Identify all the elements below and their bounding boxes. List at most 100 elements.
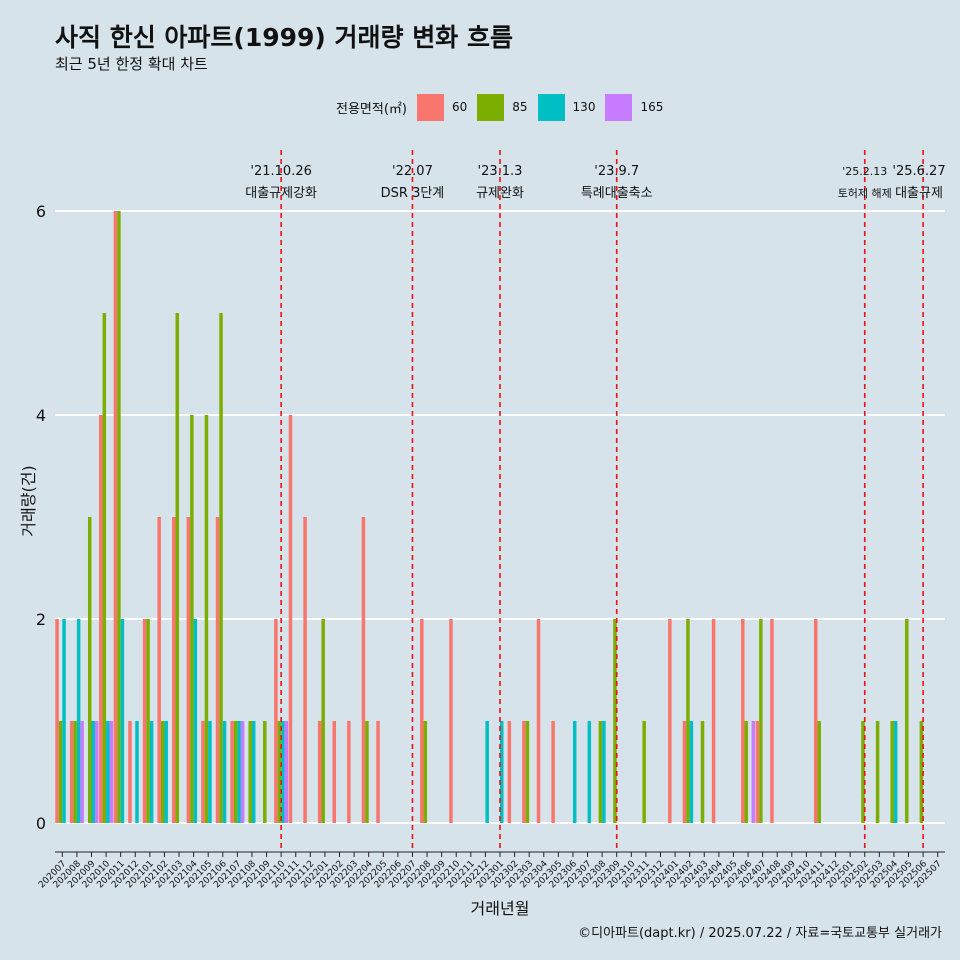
event-text-label: 특례대출축소 [581,186,653,201]
bar-60-202103 [172,517,176,823]
bar-60-202201 [317,721,322,823]
bar-85-202506 [919,721,924,823]
legend-item-85: 85 [477,93,528,121]
bar-60-202204 [361,517,366,823]
bar-130-202212 [485,721,489,823]
bar-85-202309 [613,619,617,823]
legend-item-130: 130 [537,93,596,121]
bar-60-202105 [201,721,205,823]
event-text-label: 대출규제강화 [245,186,317,201]
y-tick-label: 6 [36,202,46,221]
bar-60-202302 [507,721,512,823]
bar-60-202202 [332,721,337,823]
legend: 전용면적(㎡) 60 85 130 165 [336,93,673,121]
bar-60-202011 [113,211,118,823]
event-date-label: '21.10.26 [250,164,311,179]
event-date-label: '23.1.3 [478,164,523,179]
event-text-label: 토허제 해제 [838,186,892,200]
bar-60-202402 [682,721,687,823]
bar-85-202308 [598,721,603,823]
bar-130-202110 [281,721,285,823]
event-date-label: '22.07 [392,164,433,179]
bar-60-202203 [347,721,351,823]
chart-title: 사직 한신 아파트(1999) 거래량 변화 흐름 [55,23,513,52]
bar-85-202204 [365,721,369,823]
bar-60-202104 [186,517,191,823]
bar-85-202010 [102,313,107,823]
bar-130-202107 [237,721,241,823]
bar-85-202106 [219,313,223,823]
bar-165-202110 [284,721,289,823]
bar-85-202108 [248,721,252,823]
bar-130-202011 [120,619,125,823]
bar-85-202110 [277,721,282,823]
bar-60-202008 [69,721,74,823]
bar-85-202311 [642,721,646,823]
bar-130-202010 [106,721,110,823]
bar-130-202102 [164,721,168,823]
bar-85-202008 [73,721,77,823]
bar-60-202407 [755,721,760,823]
bar-130-202009 [91,721,95,823]
bar-60-202111 [288,415,293,823]
bar-85-202007 [58,721,63,823]
bar-60-202303 [522,721,526,823]
legend-item-60: 60 [416,93,468,121]
bar-165-202107 [240,721,245,823]
caption: ©디아파트(dapt.kr) / 2025.07.22 / 자료=국토교통부 실… [578,926,942,941]
bar-85-202504 [890,721,894,823]
bar-130-202108 [251,721,256,823]
bar-60-202101 [142,619,147,823]
x-axis-title: 거래년월 [471,899,530,918]
legend-label-60: 60 [451,100,468,114]
bar-60-202012 [128,721,132,823]
bar-85-202009 [87,517,92,823]
bar-85-202407 [759,619,763,823]
bar-85-202503 [875,721,880,823]
bar-60-202210 [449,619,453,823]
bar-85-202107 [233,721,238,823]
bar-60-202408 [770,619,774,823]
bar-85-202403 [700,721,705,823]
bar-60-202010 [99,415,103,823]
bar-85-202104 [190,415,194,823]
bar-130-202104 [193,619,198,823]
bar-60-202007 [55,619,59,823]
legend-key-85 [477,93,505,121]
bar-130-202301 [500,721,504,823]
bar-60-202406 [741,619,745,823]
bar-85-202406 [744,721,749,823]
bar-60-202305 [551,721,555,823]
event-text-label: 대출규제 [895,186,943,201]
bar-130-202402 [689,721,694,823]
bar-130-202105 [208,721,212,823]
bar-60-202401 [668,619,672,823]
bar-165-202008 [80,721,84,823]
chart-subtitle: 최근 5년 한정 확대 차트 [55,55,208,73]
y-tick-label: 0 [36,814,46,833]
bar-130-202306 [572,721,577,823]
y-tick-label: 4 [36,406,46,425]
legend-key-165 [605,93,633,121]
bar-165-202010 [109,721,114,823]
legend-key-130 [537,93,565,121]
bar-60-202304 [536,619,541,823]
bar-85-202303 [525,721,530,823]
event-date-label: '25.2.13 [842,165,887,178]
bar-60-202110 [274,619,278,823]
bar-165-202009 [94,721,99,823]
bar-85-202411 [817,721,821,823]
bar-60-202404 [711,619,716,823]
bar-85-202505 [905,619,909,823]
y-axis-title: 거래량(건) [19,465,38,536]
bar-130-202308 [602,721,606,823]
legend-label-85: 85 [512,100,528,114]
legend-title: 전용면적(㎡) [336,101,407,117]
bar-130-202106 [222,721,227,823]
bar-85-202103 [175,313,180,823]
legend-label-130: 130 [572,100,596,114]
bar-85-202502 [861,721,865,823]
bar-60-202411 [813,619,818,823]
